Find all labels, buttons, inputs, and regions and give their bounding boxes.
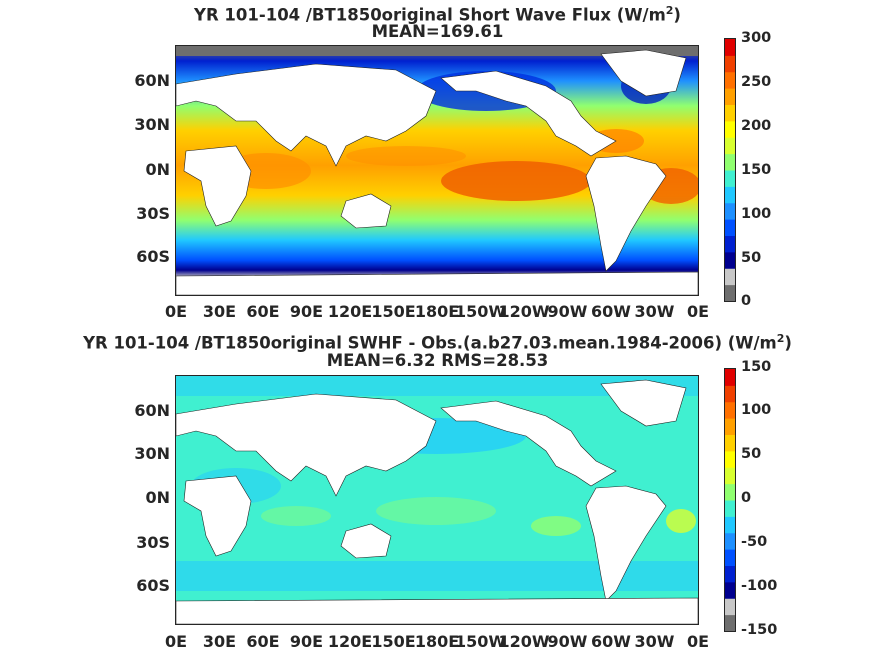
top-colorbar-swatch-15 bbox=[725, 39, 735, 56]
top-colorbar-swatch-12 bbox=[725, 88, 735, 105]
top-colorbar-swatch-0 bbox=[725, 284, 735, 302]
bottom-xlabel-60w-10: 60W bbox=[591, 632, 631, 651]
bottom-ylabel-30s: 30S bbox=[136, 533, 170, 552]
bottom-ylabel-60s: 60S bbox=[136, 576, 170, 595]
bottom-colorbar-label-m50: -50 bbox=[741, 534, 768, 550]
bottom-colorbar-swatch-8 bbox=[725, 483, 735, 501]
bottom-map-field bbox=[176, 376, 698, 624]
bottom-xlabel-30w-11: 30W bbox=[634, 632, 675, 651]
top-colorbar-swatch-1 bbox=[725, 268, 735, 286]
top-colorbar-swatch-13 bbox=[725, 71, 735, 89]
bottom-colorbar-swatch-7 bbox=[725, 500, 735, 517]
top-xlabel-150w-7: 150W bbox=[454, 302, 507, 321]
bottom-xlabel-180e-6: 180E bbox=[414, 632, 460, 651]
bottom-xlabel-120e-4: 120E bbox=[327, 632, 373, 651]
top-colorbar-swatch-7 bbox=[725, 170, 735, 187]
bottom-xlabel-0e-0: 0E bbox=[164, 632, 188, 651]
bottom-ylabel-30n: 30N bbox=[134, 444, 170, 463]
bottom-title-line1: YR 101-104 /BT1850original SWHF - Obs.(a… bbox=[83, 332, 792, 353]
bottom-colorbar-label-m100: -100 bbox=[741, 578, 778, 594]
bottom-colorbar-swatch-2 bbox=[725, 581, 735, 599]
bottom-colorbar-label-150: 150 bbox=[741, 359, 772, 375]
top-xlabel-60w-10: 60W bbox=[591, 302, 631, 321]
top-xlabel-30w-11: 30W bbox=[634, 302, 675, 321]
top-colorbar-label-100: 100 bbox=[741, 206, 772, 222]
bottom-xlabel-90w-9: 90W bbox=[547, 632, 588, 651]
top-xlabel-180e-6: 180E bbox=[414, 302, 460, 321]
bottom-colorbar-swatch-1 bbox=[725, 598, 735, 616]
bottom-colorbar-swatch-10 bbox=[725, 450, 735, 468]
top-colorbar-swatch-10 bbox=[725, 120, 735, 138]
top-colorbar-swatch-8 bbox=[725, 153, 735, 171]
bottom-colorbar-swatch-14 bbox=[725, 385, 735, 403]
top-ylabel-60s: 60S bbox=[136, 247, 170, 266]
bottom-colorbar-swatch-0 bbox=[725, 614, 735, 632]
bottom-xlabel-120w-8: 120W bbox=[498, 632, 550, 651]
top-colorbar-swatch-2 bbox=[725, 251, 735, 269]
top-colorbar-swatch-6 bbox=[725, 186, 735, 204]
top-ylabel-30n: 30N bbox=[134, 115, 170, 134]
bottom-xlabel-150w-7: 150W bbox=[454, 632, 507, 651]
top-title-line1: YR 101-104 /BT1850original Short Wave Fl… bbox=[194, 4, 681, 25]
top-colorbar-swatch-3 bbox=[725, 235, 735, 253]
top-ylabel-0n: 0N bbox=[145, 160, 170, 179]
bottom-map bbox=[175, 375, 699, 625]
top-xlabel-120e-4: 120E bbox=[327, 302, 373, 321]
bottom-colorbar-swatch-13 bbox=[725, 401, 735, 419]
top-ylabel-30s: 30S bbox=[136, 204, 170, 223]
top-xlabel-0e-12: 0E bbox=[686, 302, 710, 321]
top-colorbar-swatches bbox=[725, 39, 735, 302]
bottom-xlabel-60e-2: 60E bbox=[246, 632, 280, 651]
top-xlabel-30e-1: 30E bbox=[202, 302, 237, 321]
top-title-mean: MEAN=169.61 bbox=[371, 22, 504, 41]
bottom-colorbar-swatch-4 bbox=[725, 549, 735, 566]
bottom-xlabel-150e-5: 150E bbox=[371, 632, 416, 651]
bottom-ylabel-60n: 60N bbox=[134, 401, 170, 420]
top-map bbox=[175, 45, 699, 296]
top-xlabel-90e-3: 90E bbox=[289, 302, 324, 321]
bottom-colorbar-swatch-15 bbox=[725, 369, 735, 386]
bottom-xlabel-30e-1: 30E bbox=[202, 632, 237, 651]
top-colorbar-label-300: 300 bbox=[741, 30, 772, 46]
top-xlabel-120w-8: 120W bbox=[498, 302, 550, 321]
top-xlabel-90w-9: 90W bbox=[547, 302, 588, 321]
bottom-colorbar-swatch-9 bbox=[725, 467, 735, 485]
top-colorbar-label-150: 150 bbox=[741, 162, 772, 178]
top-xlabel-150e-5: 150E bbox=[371, 302, 416, 321]
top-map-field bbox=[176, 46, 698, 295]
bottom-colorbar-swatch-6 bbox=[725, 516, 735, 534]
top-colorbar-swatch-14 bbox=[725, 55, 735, 73]
bottom-colorbar-swatch-3 bbox=[725, 565, 735, 583]
bottom-title-stats: MEAN=6.32 RMS=28.53 bbox=[326, 351, 549, 370]
top-colorbar-swatch-4 bbox=[725, 219, 735, 236]
bottom-colorbar-swatches bbox=[725, 369, 735, 632]
bottom-colorbar-swatch-5 bbox=[725, 532, 735, 550]
top-colorbar bbox=[724, 38, 736, 302]
bottom-colorbar-label-0: 0 bbox=[741, 490, 752, 506]
bottom-colorbar bbox=[724, 368, 736, 632]
bottom-colorbar-swatch-11 bbox=[725, 434, 735, 452]
bottom-colorbar-swatch-12 bbox=[725, 418, 735, 435]
bottom-xlabel-90e-3: 90E bbox=[289, 632, 324, 651]
top-colorbar-label-200: 200 bbox=[741, 118, 772, 134]
top-colorbar-label-50: 50 bbox=[741, 250, 762, 266]
bottom-colorbar-label-50: 50 bbox=[741, 446, 762, 462]
top-ylabel-60n: 60N bbox=[134, 71, 170, 90]
bottom-colorbar-label-m150: -150 bbox=[741, 622, 778, 638]
bottom-colorbar-label-100: 100 bbox=[741, 402, 772, 418]
top-colorbar-swatch-11 bbox=[725, 104, 735, 122]
top-colorbar-label-250: 250 bbox=[741, 74, 772, 90]
top-xlabel-60e-2: 60E bbox=[246, 302, 280, 321]
top-colorbar-swatch-9 bbox=[725, 137, 735, 155]
top-colorbar-swatch-5 bbox=[725, 202, 735, 220]
bottom-xlabel-0e-12: 0E bbox=[686, 632, 710, 651]
top-xlabel-0e-0: 0E bbox=[164, 302, 188, 321]
top-colorbar-label-0: 0 bbox=[741, 293, 752, 309]
bottom-ylabel-0n: 0N bbox=[145, 488, 170, 507]
